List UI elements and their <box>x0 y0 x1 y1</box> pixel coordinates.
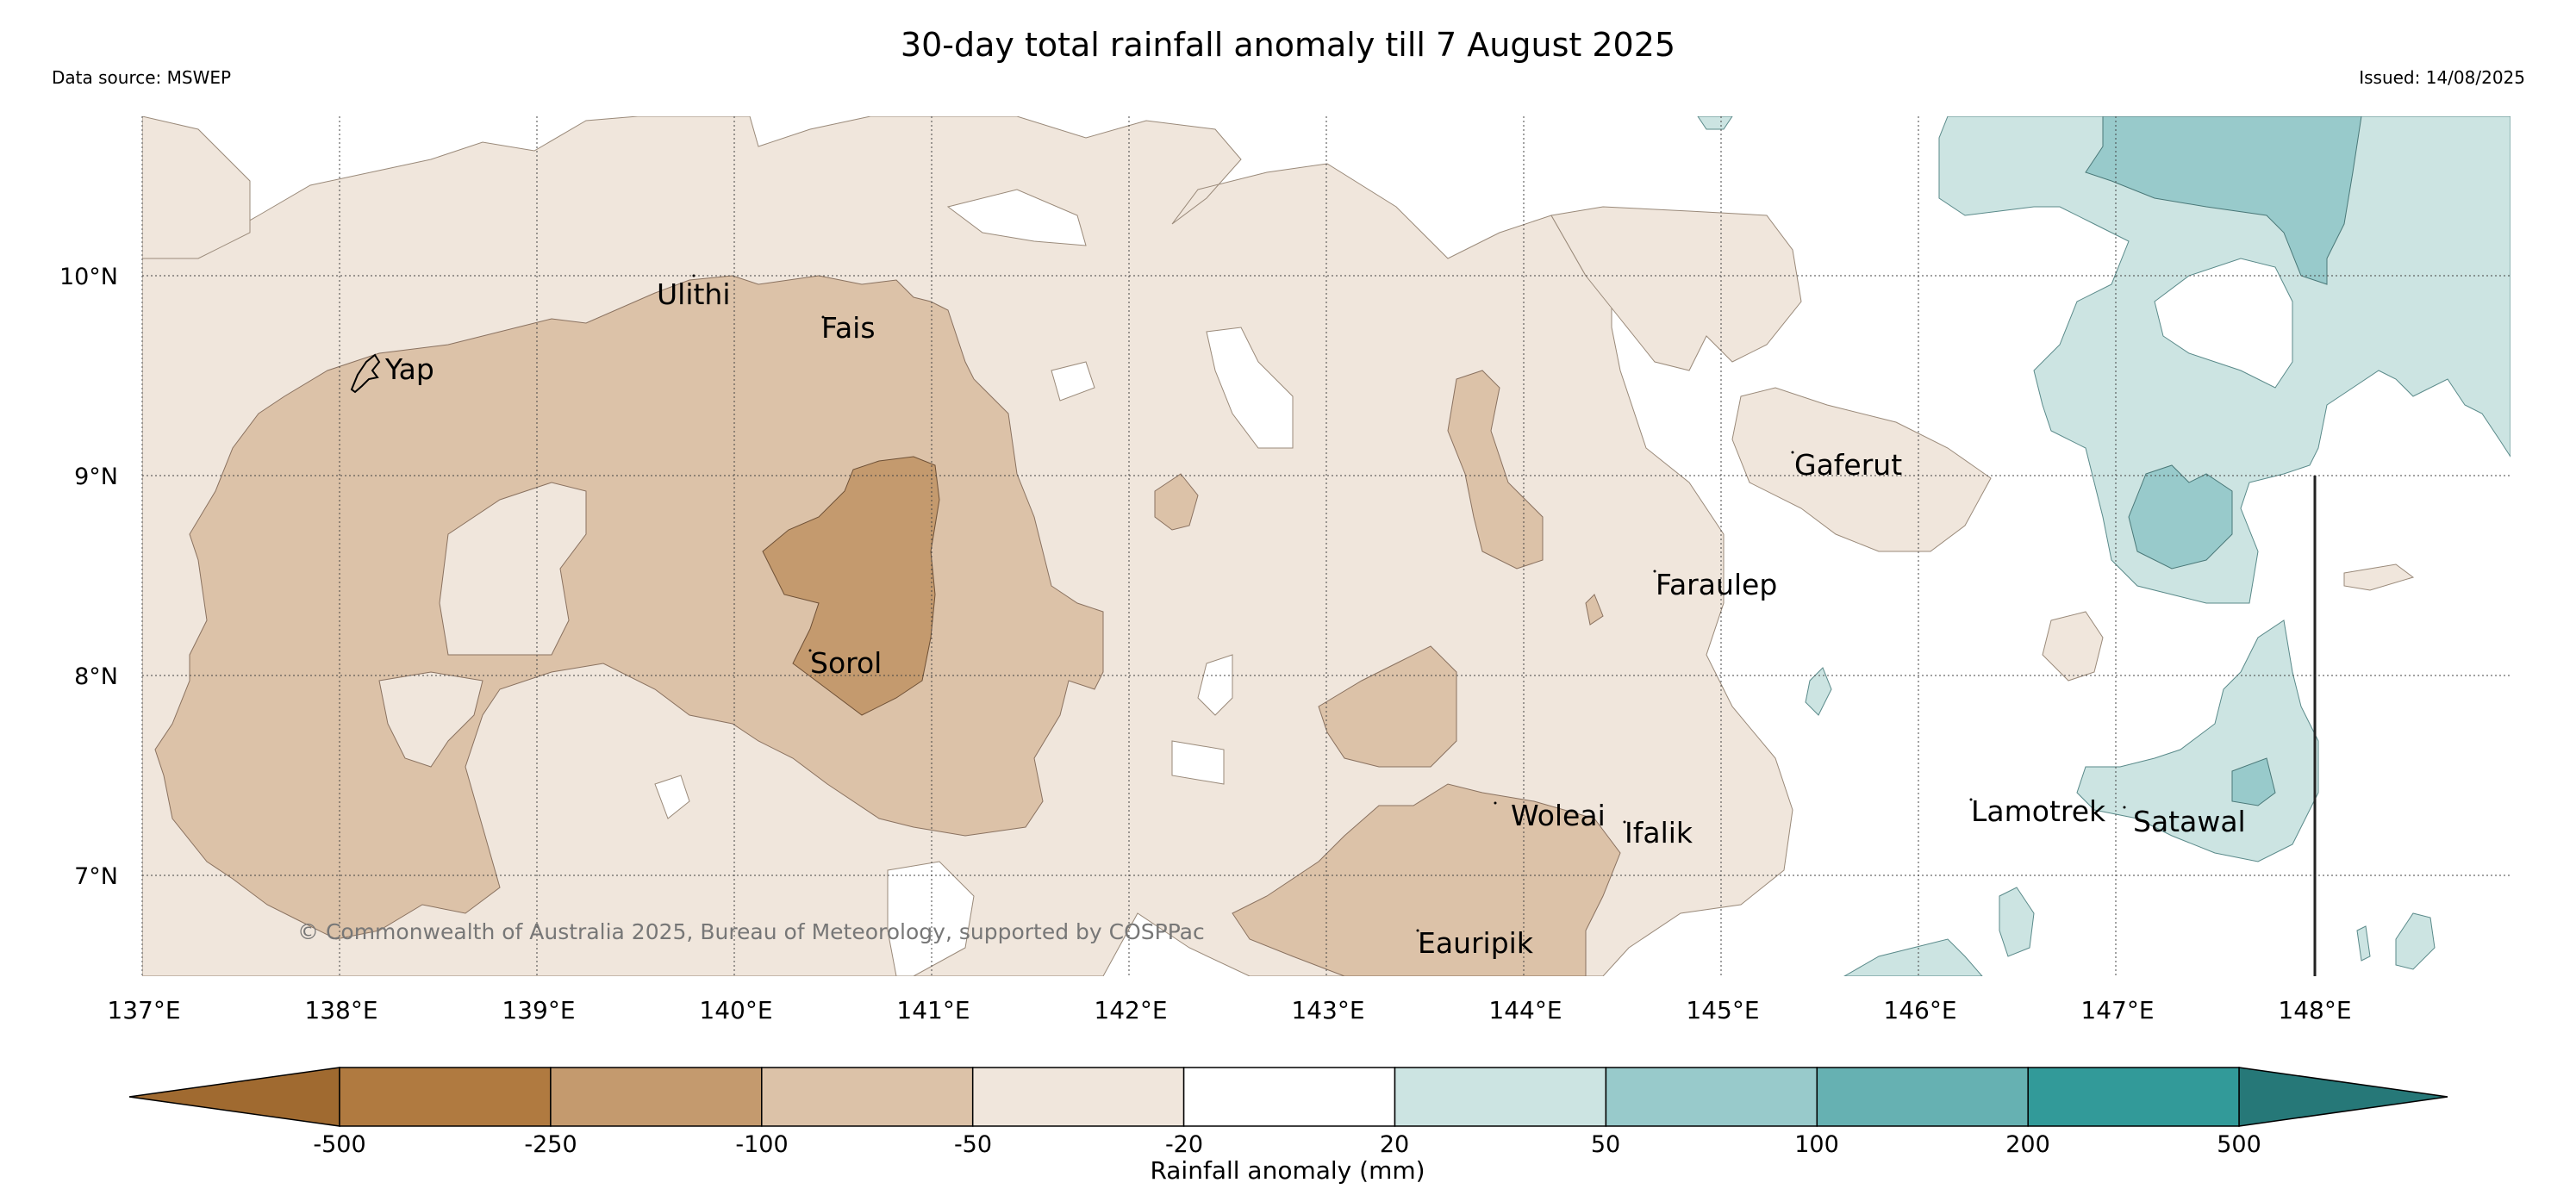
anomaly-region-neutral <box>946 189 1087 246</box>
colorbar-tick-label: -20 <box>1165 1131 1203 1158</box>
colorbar-segment <box>1394 1067 1607 1127</box>
anomaly-region-light-teal <box>2395 912 2436 970</box>
place-label-lamotrek: Lamotrek <box>1971 794 2106 828</box>
island-marker <box>1494 801 1497 805</box>
anomaly-region-light-tan <box>1550 206 1802 371</box>
anomaly-region-medium-tan <box>1318 645 1457 768</box>
colorbar-segment <box>971 1067 1185 1127</box>
place-label-gaferut: Gaferut <box>1794 448 1902 482</box>
place-label-eauripik: Eauripik <box>1418 926 1534 960</box>
colorbar-segment <box>339 1067 552 1127</box>
colorbar-segment <box>761 1067 974 1127</box>
anomaly-region-medium-tan <box>1154 473 1199 531</box>
longitude-label: 138°E <box>304 996 377 1024</box>
island-marker <box>1969 798 1973 801</box>
data-source-label: Data source: MSWEP <box>52 67 232 88</box>
latitude-label: 10°N <box>59 264 118 290</box>
anomaly-region-light-tan <box>439 482 587 656</box>
anomaly-region-light-teal <box>1843 938 1983 976</box>
longitude-label: 140°E <box>699 996 772 1024</box>
island-marker <box>1416 929 1419 932</box>
anomaly-region-light-tan <box>2343 563 2415 591</box>
colorbar-tick-label: -100 <box>735 1131 788 1158</box>
island-marker <box>808 649 812 652</box>
colorbar-segment <box>1816 1067 2029 1127</box>
anomaly-region-light-teal <box>1999 887 2035 957</box>
anomaly-region-neutral <box>887 861 975 976</box>
anomaly-region-medium-teal <box>2085 116 2362 285</box>
anomaly-region-neutral <box>1171 740 1225 785</box>
anomaly-region-light-tan <box>142 116 251 259</box>
yap-island-icon <box>350 353 381 394</box>
island-marker <box>821 315 825 319</box>
colorbar-segment <box>2027 1067 2240 1127</box>
anomaly-regions <box>142 116 2511 976</box>
island-marker <box>1623 820 1626 824</box>
place-label-faraulep: Faraulep <box>1656 568 1777 601</box>
place-label-satawal: Satawal <box>2133 805 2246 838</box>
place-label-ulithi: Ulithi <box>657 277 731 311</box>
copyright-notice: © Commonwealth of Australia 2025, Bureau… <box>297 919 1205 944</box>
island-marker <box>1791 451 1794 454</box>
anomaly-region-medium-teal <box>2231 757 2276 806</box>
place-label-fais: Fais <box>821 311 876 345</box>
colorbar-tick-label: -250 <box>524 1131 577 1158</box>
anomaly-region-neutral <box>1197 654 1233 716</box>
colorbar-extend-low <box>128 1067 340 1127</box>
longitude-label: 139°E <box>502 996 575 1024</box>
map-title: 30-day total rainfall anomaly till 7 Aug… <box>900 26 1676 64</box>
anomaly-region-light-tan <box>1731 387 1992 552</box>
colorbar-tick-label: -50 <box>954 1131 992 1158</box>
colorbar-segment <box>1605 1067 1818 1127</box>
anomaly-region-neutral <box>654 775 690 819</box>
anomaly-region-medium-tan <box>154 275 1104 940</box>
longitude-label: 143°E <box>1291 996 1364 1024</box>
colorbar-tick-label: 500 <box>2217 1131 2261 1158</box>
issued-date-label: Issued: 14/08/2025 <box>2359 67 2525 88</box>
island-marker <box>2123 806 2126 809</box>
anomaly-region-light-teal <box>1697 116 1733 130</box>
anomaly-region-light-teal <box>2356 925 2371 962</box>
latitude-label: 8°N <box>74 663 118 690</box>
latitude-label: 9°N <box>74 464 118 490</box>
colorbar-ticks: -500 -250 -100 -50 -20 20 50 100 200 500 <box>313 1131 2261 1158</box>
island-marker <box>692 274 695 277</box>
colorbar-extend-high <box>2238 1067 2448 1127</box>
anomaly-region-neutral <box>1206 327 1294 449</box>
longitude-label: 145°E <box>1686 996 1759 1024</box>
colorbar-segment <box>550 1067 763 1127</box>
colorbar-tick-label: 100 <box>1794 1131 1839 1158</box>
anomaly-region-neutral <box>1051 361 1095 402</box>
longitude-label: 141°E <box>896 996 970 1024</box>
colorbar-segment <box>1182 1067 1396 1127</box>
anomaly-region-light-tan <box>378 671 483 768</box>
longitude-label: 144°E <box>1488 996 1562 1024</box>
place-label-sorol: Sorol <box>810 646 882 680</box>
anomaly-region-medium-teal <box>2128 464 2233 570</box>
longitude-label: 147°E <box>2080 996 2154 1024</box>
anomaly-region-neutral <box>2154 258 2293 389</box>
colorbar-tick-label: -500 <box>313 1131 365 1158</box>
place-label-woleai: Woleai <box>1511 799 1606 832</box>
anomaly-region-light-tan <box>2042 611 2104 682</box>
colorbar-tick-label: 50 <box>1591 1131 1620 1158</box>
anomaly-region-dark-tan <box>762 456 940 716</box>
place-label-ifalik: Ifalik <box>1625 816 1693 850</box>
longitude-label: 148°E <box>2278 996 2351 1024</box>
colorbar-tick-label: 20 <box>1380 1131 1409 1158</box>
island-marker <box>1653 570 1656 573</box>
colorbar <box>128 1067 2448 1127</box>
place-label-yap: Yap <box>384 352 434 386</box>
anomaly-region-medium-tan <box>1447 370 1544 570</box>
graticule <box>141 116 2511 976</box>
longitude-label: 146°E <box>1883 996 1956 1024</box>
latitude-label: 7°N <box>74 863 118 890</box>
colorbar-tick-label: 200 <box>2005 1131 2050 1158</box>
colorbar-title: Rainfall anomaly (mm) <box>1150 1156 1425 1185</box>
longitude-label: 142°E <box>1094 996 1167 1024</box>
anomaly-region-light-teal <box>1805 667 1832 716</box>
longitude-label: 137°E <box>107 996 180 1024</box>
anomaly-region-medium-tan <box>1585 594 1604 626</box>
